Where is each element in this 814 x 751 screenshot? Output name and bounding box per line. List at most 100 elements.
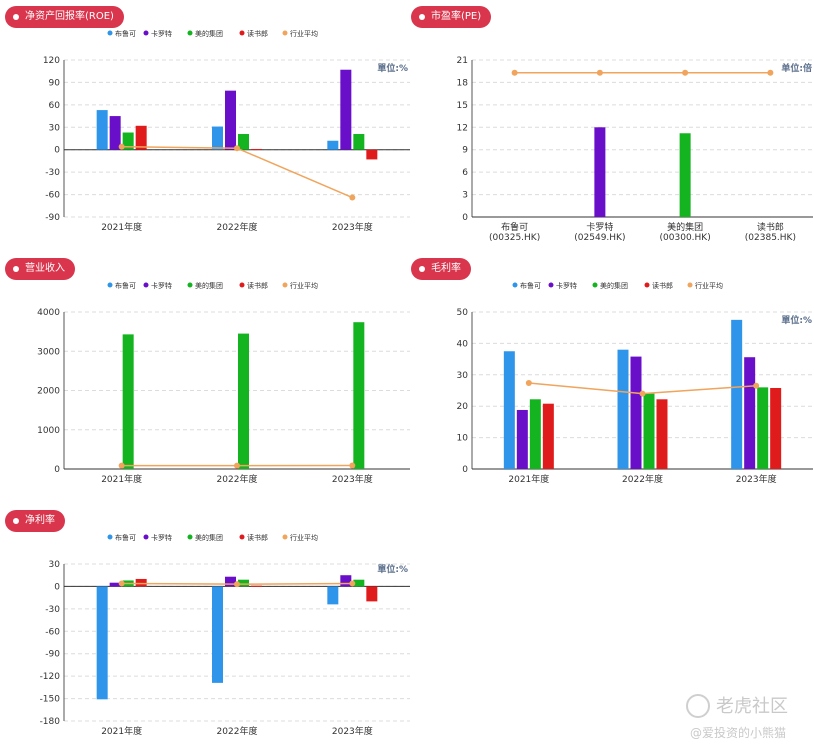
legend-label: 布鲁可 <box>115 29 136 38</box>
bar <box>238 134 249 150</box>
bar <box>96 586 108 700</box>
pe-chart-title: 市盈率(PE) <box>411 6 492 28</box>
y-tick-label: 40 <box>457 339 469 349</box>
bar <box>542 403 554 469</box>
average-point <box>525 379 532 386</box>
gross-margin-chart-title: 毛利率 <box>411 258 471 280</box>
x-tick-label: 2021年度 <box>101 473 142 485</box>
bar <box>353 579 365 587</box>
watermark-brand: 老虎社区 <box>716 696 788 717</box>
y-tick-label: 30 <box>457 371 469 381</box>
net-margin-chart: -180 -150 -120 -90 -60 -30 0 30 單位:% 布鲁可 卡罗特 美的集团 读书… <box>40 533 410 737</box>
legend-label: 布鲁可 <box>115 281 136 290</box>
bar <box>225 90 236 150</box>
y-tick-label: -90 <box>45 213 60 223</box>
bar <box>366 149 378 160</box>
unit-label: 單位:% <box>781 314 812 326</box>
bar <box>516 409 528 469</box>
legend-label: 美的集团 <box>600 281 628 290</box>
x-tick-label: 2021年度 <box>101 221 142 233</box>
average-point <box>234 145 240 152</box>
average-point <box>234 581 240 588</box>
y-tick-label: 0 <box>54 465 60 475</box>
y-tick-label: 90 <box>49 78 61 88</box>
roe-chart-title: 净资产回报率(ROE) <box>5 6 124 28</box>
average-point <box>682 69 689 76</box>
y-tick-label: 20 <box>457 402 469 412</box>
legend-marker <box>107 30 113 36</box>
average-point <box>767 69 774 76</box>
legend-label: 读书郎 <box>652 281 673 290</box>
x-tick-label: 2022年度 <box>217 725 258 737</box>
legend-label: 布鲁可 <box>520 281 541 290</box>
bar <box>630 356 642 469</box>
bar <box>656 399 668 469</box>
bar <box>238 333 249 469</box>
legend-label: 读书郎 <box>247 281 268 290</box>
y-tick-label: -180 <box>40 717 61 727</box>
gross-margin-chart: 0 10 20 30 40 50 單位:% 布鲁可 卡罗特 美的集团 读书郎 行业平均 2021年度 20… <box>457 281 813 485</box>
x-tick-label: 2022年度 <box>217 473 258 485</box>
y-tick-label: 2000 <box>37 387 60 397</box>
unit-label: 單位:% <box>377 62 408 74</box>
watermark-author: @爱投资的小熊猫 <box>690 726 787 740</box>
legend-marker <box>592 282 598 288</box>
revenue-chart-title: 营业收入 <box>5 258 75 280</box>
y-tick-label: -120 <box>40 672 61 682</box>
x-tick-label: 2023年度 <box>332 473 373 485</box>
x-tick-label: 2023年度 <box>736 473 777 485</box>
bar <box>225 576 236 587</box>
y-tick-label: -90 <box>45 650 60 660</box>
bar <box>366 586 378 602</box>
roe-chart: -90 -60 -30 0 30 60 90 120 單位:% 布鲁可 卡罗特 美的集团 读书郎 行业平均… <box>43 29 410 233</box>
legend-label: 行业平均 <box>695 281 723 290</box>
legend-marker <box>143 534 149 540</box>
bar <box>643 393 655 469</box>
y-tick-label: 12 <box>457 123 468 133</box>
y-tick-label: 21 <box>457 56 468 66</box>
unit-label: 單位:% <box>377 563 408 575</box>
y-tick-label: 1000 <box>37 426 60 436</box>
net-margin-chart-title: 净利率 <box>5 510 65 532</box>
legend-marker <box>187 282 193 288</box>
bar <box>757 387 769 469</box>
x-tick-label: 2022年度 <box>622 473 663 485</box>
bar <box>327 140 339 150</box>
average-point <box>349 580 356 587</box>
legend-marker <box>282 282 288 288</box>
legend-label: 卡罗特 <box>151 533 172 542</box>
legend-marker <box>187 534 193 540</box>
average-point <box>118 462 125 469</box>
x-tick-label: 读书郎(02385.HK) <box>745 221 796 243</box>
y-tick-label: 60 <box>49 101 61 111</box>
bar <box>617 349 629 469</box>
y-tick-label: 30 <box>49 123 61 133</box>
pe-chart-panel: 市盈率(PE) 0 3 6 9 12 15 18 21 单位:倍 布鲁可(00325.HK) 卡罗特… <box>405 0 814 250</box>
bar <box>135 125 147 150</box>
bar <box>340 575 352 587</box>
bar <box>327 586 339 605</box>
average-point <box>118 143 125 150</box>
bar <box>251 148 262 150</box>
bar <box>744 357 756 469</box>
unit-label: 单位:倍 <box>781 62 812 74</box>
legend-marker <box>239 30 245 36</box>
bar <box>251 585 262 587</box>
x-tick-label: 2022年度 <box>217 221 258 233</box>
legend-label: 读书郎 <box>247 533 268 542</box>
average-point <box>234 462 240 469</box>
bar <box>353 322 365 469</box>
legend-marker <box>107 534 113 540</box>
legend-label: 卡罗特 <box>151 281 172 290</box>
y-tick-label: 18 <box>457 78 469 88</box>
legend-label: 行业平均 <box>290 533 318 542</box>
legend-marker <box>644 282 650 288</box>
legend-marker <box>143 282 149 288</box>
average-point <box>349 462 356 469</box>
y-tick-label: -30 <box>45 605 60 615</box>
bar <box>353 134 365 150</box>
y-tick-label: 0 <box>462 465 468 475</box>
y-tick-label: 30 <box>49 560 61 570</box>
legend-marker <box>687 282 693 288</box>
